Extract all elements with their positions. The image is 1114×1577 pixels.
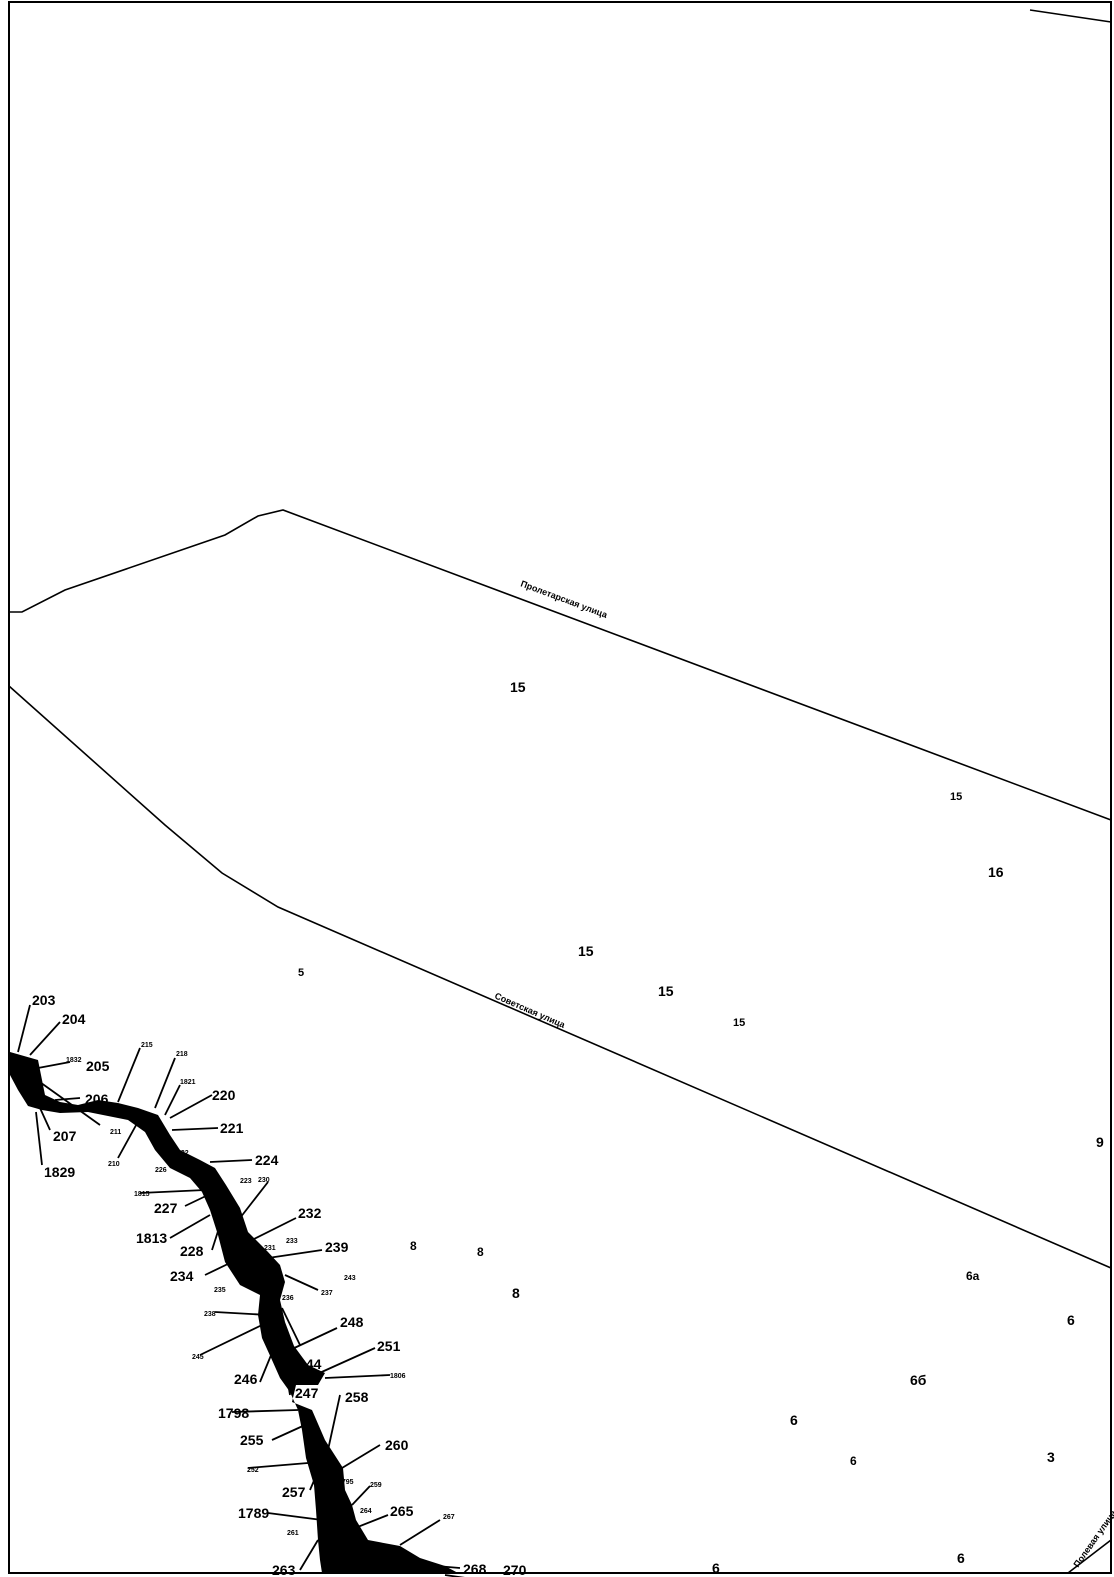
top-right-edge-line (1029, 9, 1112, 23)
map-frame (8, 1, 1112, 1574)
point-label: 207 (53, 1128, 77, 1144)
point-label: 1798 (218, 1405, 249, 1421)
small-point-label: 262 (338, 1535, 350, 1542)
lower-street-line (8, 685, 1112, 1269)
small-point-label: 243 (344, 1275, 356, 1282)
small-point-label: 230 (258, 1177, 270, 1184)
point-label: 205 (86, 1058, 110, 1074)
small-point-label: 226 (155, 1167, 167, 1174)
point-label: 244 (298, 1356, 322, 1372)
point-label: 1789 (238, 1505, 269, 1521)
block-number: 6 (790, 1412, 798, 1428)
small-point-label: 1806 (390, 1373, 406, 1380)
small-point-label: 267 (443, 1514, 455, 1521)
block-number: 6 (957, 1550, 965, 1566)
upper-street-line (9, 509, 1112, 821)
point-label: 265 (390, 1503, 414, 1519)
block-numbers: 15 15 16 15 15 15 5 9 8 8 8 6а 6 6б 6 6 … (298, 679, 1104, 1576)
small-point-label: 236 (282, 1295, 294, 1302)
block-number: 3 (1047, 1449, 1055, 1465)
block-number: 8 (512, 1285, 520, 1301)
point-label: 247 (295, 1385, 319, 1401)
small-point-label: 222 (177, 1150, 189, 1157)
block-number: 15 (733, 1017, 745, 1029)
point-label: 239 (325, 1239, 349, 1255)
point-label: 248 (340, 1314, 364, 1330)
block-number: 15 (658, 983, 674, 999)
small-point-label: 235 (214, 1287, 226, 1294)
point-label: 1829 (44, 1164, 75, 1180)
block-number: 6 (850, 1454, 857, 1468)
small-point-label: 1832 (66, 1057, 82, 1064)
small-point-label: 231 (264, 1245, 276, 1252)
small-point-label: 1795 (338, 1479, 354, 1486)
point-label: 263 (272, 1562, 296, 1577)
block-number: 8 (410, 1239, 417, 1253)
block-number: 9 (1096, 1134, 1104, 1150)
small-point-label: 223 (240, 1178, 252, 1185)
small-point-label: 238 (204, 1311, 216, 1318)
block-number: 6 (712, 1560, 720, 1576)
block-number: 5 (298, 967, 304, 979)
point-label: 224 (255, 1152, 279, 1168)
survey-points-small: 1832 215 218 1821 211 210 222 226 223 23… (66, 1042, 455, 1548)
small-point-label: 252 (247, 1467, 259, 1474)
small-point-label: 264 (360, 1508, 372, 1515)
point-label: 268 (463, 1561, 487, 1577)
small-point-label: 233 (286, 1238, 298, 1245)
block-number: 6а (966, 1269, 980, 1283)
point-label: 1813 (136, 1230, 167, 1246)
point-label: 251 (377, 1338, 401, 1354)
small-point-label: 237 (321, 1290, 333, 1297)
small-point-label: 1821 (180, 1079, 196, 1086)
block-number: 6 (1067, 1312, 1075, 1328)
block-number: 15 (510, 679, 526, 695)
small-point-label: 215 (141, 1042, 153, 1049)
point-label: 206 (85, 1091, 109, 1107)
block-number: 6б (910, 1372, 927, 1388)
point-label: 204 (62, 1011, 86, 1027)
street-lines (8, 9, 1112, 1574)
block-number: 8 (477, 1245, 484, 1259)
point-label: 257 (282, 1484, 306, 1500)
small-point-label: 218 (176, 1051, 188, 1058)
point-label: 234 (170, 1268, 194, 1284)
point-label: 221 (220, 1120, 244, 1136)
small-point-label: 211 (110, 1129, 121, 1136)
point-label: 232 (298, 1205, 322, 1221)
point-label: 260 (385, 1437, 409, 1453)
point-label: 227 (154, 1200, 178, 1216)
leader-lines (17, 1004, 466, 1577)
survey-points: 203 204 205 206 207 1829 220 221 224 227… (32, 992, 527, 1577)
point-label: 246 (234, 1371, 258, 1387)
point-label: 270 (503, 1562, 527, 1577)
block-number: 15 (578, 943, 594, 959)
small-point-label: 1815 (134, 1191, 150, 1198)
block-number: 16 (988, 864, 1004, 880)
point-label: 255 (240, 1432, 264, 1448)
point-label: 220 (212, 1087, 236, 1103)
small-point-label: 210 (108, 1161, 120, 1168)
small-point-label: 245 (192, 1354, 204, 1361)
point-label: 203 (32, 992, 56, 1008)
corner-street-line (1067, 1539, 1112, 1574)
small-point-label: 259 (370, 1482, 382, 1489)
block-number: 15 (950, 791, 962, 803)
small-point-label: 261 (287, 1530, 299, 1537)
small-point-label: 1787 (356, 1541, 372, 1548)
point-label: 228 (180, 1243, 204, 1259)
point-label: 258 (345, 1389, 369, 1405)
building-footprint (10, 1052, 458, 1573)
